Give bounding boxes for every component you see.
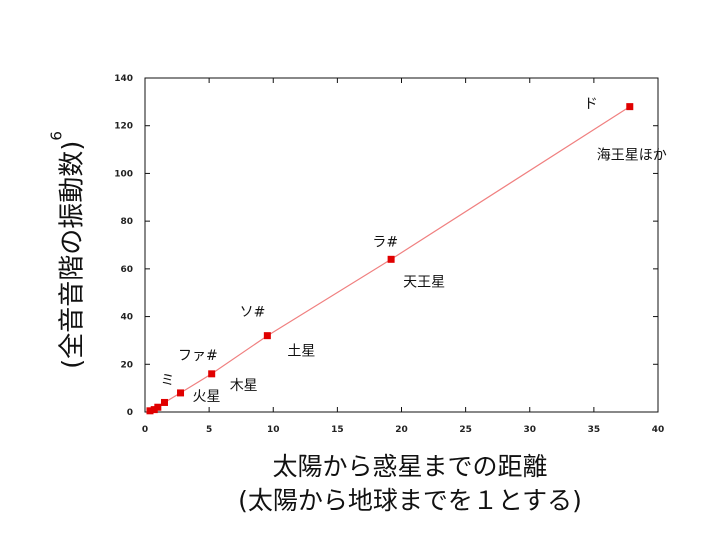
- annotation-label: 天王星: [403, 274, 445, 290]
- data-point: [177, 389, 185, 397]
- x-tick-label: 5: [206, 425, 212, 435]
- y-axis-label-text: (全音音階の振動数): [57, 140, 88, 369]
- annotation-label: ド: [584, 97, 598, 113]
- x-tick-label: 10: [267, 425, 280, 435]
- plot-area: [144, 77, 659, 413]
- data-point: [154, 403, 162, 411]
- data-point: [146, 407, 154, 415]
- y-tick-label: 0: [127, 408, 133, 418]
- data-point: [150, 406, 158, 414]
- y-tick-label: 80: [120, 217, 133, 227]
- x-axis-label-sub: (太陽から地球までを１とする): [238, 486, 582, 515]
- x-axis-label: 太陽から惑星までの距離: [272, 452, 548, 481]
- x-tick-label: 25: [459, 425, 472, 435]
- y-tick-label: 40: [120, 313, 133, 323]
- annotation-label: 木星: [230, 378, 258, 394]
- y-tick-label: 20: [120, 360, 133, 370]
- annotation-label: 火星: [193, 389, 221, 405]
- annotation-label: ファ#: [178, 348, 218, 364]
- data-point: [387, 255, 395, 263]
- x-tick-label: 20: [395, 425, 408, 435]
- data-point: [208, 370, 216, 378]
- y-axis-label-superscript: 6: [47, 131, 66, 141]
- annotation-label: ラ#: [372, 234, 398, 250]
- x-tick-label: 0: [142, 425, 148, 435]
- y-tick-label: 60: [120, 265, 133, 275]
- y-tick-label: 120: [114, 122, 133, 132]
- annotation-label: 海王星ほか: [597, 148, 667, 164]
- data-point: [160, 398, 168, 406]
- y-tick-label: 100: [114, 169, 133, 179]
- data-point: [263, 332, 271, 340]
- y-tick-label: 140: [114, 74, 133, 84]
- annotation-label: 土星: [287, 344, 315, 360]
- x-tick-label: 40: [652, 425, 665, 435]
- annotation-label: ソ#: [240, 305, 266, 321]
- x-tick-label: 30: [523, 425, 536, 435]
- x-tick-label: 15: [331, 425, 344, 435]
- annotation-label: ミ: [161, 373, 175, 389]
- y-axis-label: (全音音階の振動数)6: [48, 131, 89, 369]
- data-point: [626, 103, 634, 111]
- x-tick-label: 35: [588, 425, 601, 435]
